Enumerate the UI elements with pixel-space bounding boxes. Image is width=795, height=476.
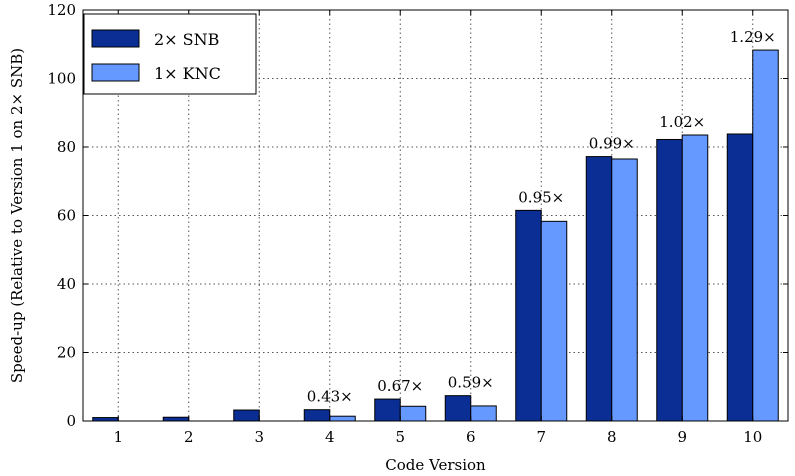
speedup-label: 1.29× (730, 28, 776, 46)
y-tick-label: 60 (57, 207, 76, 225)
x-axis-title: Code Version (385, 456, 486, 474)
speedup-label: 0.43× (307, 388, 353, 406)
bar-snb-v2 (162, 416, 190, 422)
x-tick-label: 6 (466, 428, 476, 446)
x-tick-label: 2 (184, 428, 194, 446)
speedup-label: 0.99× (589, 135, 635, 153)
bar-snb-v8 (585, 156, 613, 422)
legend-swatch-1x-knc (91, 63, 140, 82)
y-tick-label: 40 (57, 275, 76, 293)
bar-snb-v1 (92, 417, 119, 422)
y-tick-label: 80 (57, 138, 76, 156)
x-tick-label: 9 (677, 428, 687, 446)
legend-label-1x-knc: 1× KNC (154, 64, 221, 83)
speedup-label: 0.67× (377, 377, 423, 395)
bar-snb-v4 (303, 409, 331, 422)
speedup-label: 0.59× (448, 374, 494, 392)
speedup-label: 1.02× (659, 113, 705, 131)
y-axis-title: Speed-up (Relative to Version 1 on 2× SN… (8, 48, 26, 383)
x-tick-label: 4 (325, 428, 335, 446)
y-tick-label: 20 (57, 344, 76, 362)
x-tick-label: 8 (607, 428, 617, 446)
bar-knc-v6 (470, 405, 497, 422)
bar-knc-v4 (329, 415, 356, 422)
x-tick-label: 7 (536, 428, 546, 446)
x-tick-label: 1 (113, 428, 123, 446)
axis-ticks: 0 20 40 60 80 100 120 1 2 3 4 5 6 7 8 9 10 (47, 1, 788, 446)
speedup-annotations: 0.43× 0.67× 0.59× 0.95× 0.99× 1.02× 1.29× (307, 28, 776, 406)
bar-snb-v10 (726, 133, 754, 422)
bar-snb-v3 (233, 409, 260, 422)
bar-knc-v7 (540, 220, 568, 422)
bar-snb-v9 (656, 138, 683, 422)
y-tick-label: 100 (47, 70, 76, 88)
x-tick-label: 10 (743, 428, 762, 446)
bar-knc-v8 (611, 158, 638, 422)
x-tick-label: 5 (395, 428, 405, 446)
legend-label-2x-snb: 2× SNB (154, 30, 219, 49)
bar-snb-v6 (444, 395, 472, 422)
speedup-label: 0.95× (518, 188, 564, 206)
y-tick-label: 0 (66, 412, 76, 430)
x-tick-label: 3 (254, 428, 264, 446)
bar-knc-v5 (399, 405, 427, 422)
bar-knc-v10 (752, 49, 779, 422)
legend: 2× SNB 1× KNC (83, 13, 257, 95)
bar-knc-v9 (681, 134, 709, 422)
y-tick-label: 120 (47, 1, 76, 19)
legend-swatch-2x-snb (91, 29, 140, 48)
bars (92, 49, 779, 422)
bar-snb-v5 (374, 398, 401, 422)
bar-snb-v7 (515, 209, 542, 422)
